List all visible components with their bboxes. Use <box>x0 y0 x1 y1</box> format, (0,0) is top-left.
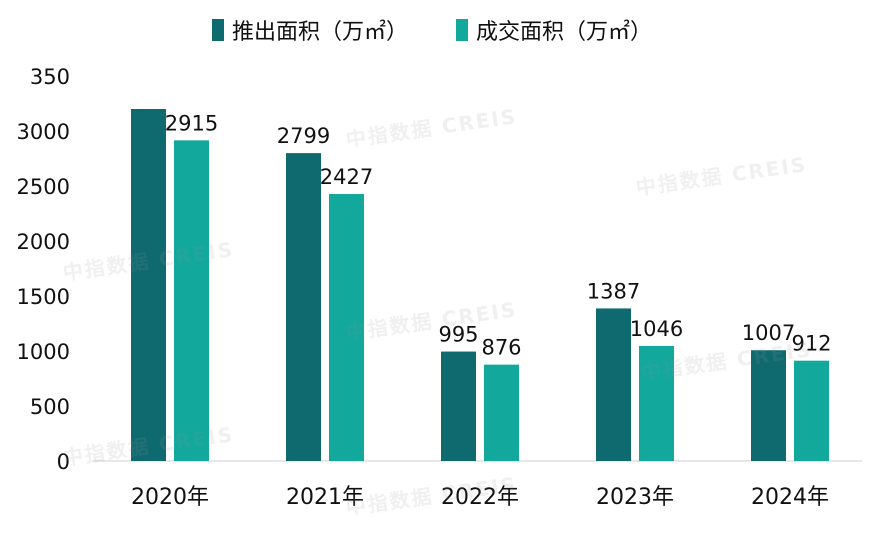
y-tick-label: 2000 <box>17 230 70 254</box>
data-label-series-1: 1007 <box>742 321 795 345</box>
legend-item-series-1: 推出面积（万㎡） <box>212 14 408 46</box>
bar-series-1 <box>751 350 786 461</box>
data-label-series-1: 2799 <box>277 124 330 148</box>
legend: 推出面积（万㎡） 成交面积（万㎡） <box>212 14 652 46</box>
legend-swatch-series-1 <box>212 19 224 41</box>
bar-series-2 <box>484 364 519 461</box>
y-tick-label: 1000 <box>17 340 70 364</box>
y-tick-label: 1500 <box>17 285 70 309</box>
x-tick-label: 2024年 <box>751 485 829 510</box>
bar-series-2 <box>794 360 829 461</box>
bar-series-1 <box>441 351 476 461</box>
y-tick-label: 2500 <box>17 175 70 199</box>
bar-series-2 <box>639 345 674 461</box>
x-tick-label: 2023年 <box>596 485 674 510</box>
legend-swatch-series-2 <box>456 19 469 41</box>
legend-label-series-2: 成交面积（万㎡） <box>476 20 653 45</box>
bar-series-1 <box>131 109 166 461</box>
data-label-series-2: 2427 <box>320 165 373 189</box>
data-label-series-2: 912 <box>791 332 831 356</box>
data-label-series-2: 2915 <box>165 111 218 135</box>
x-tick-label: 2020年 <box>131 485 209 510</box>
data-label-series-1: 1387 <box>587 279 640 303</box>
bar-series-1 <box>596 308 631 461</box>
bar-series-1 <box>286 153 321 462</box>
bar-series-2 <box>329 194 364 461</box>
y-tick-label: 3000 <box>17 120 70 144</box>
bar-series-2 <box>174 140 209 461</box>
y-tick-label: 0 <box>57 450 70 474</box>
x-tick-label: 2021年 <box>286 485 364 510</box>
y-tick-label: 500 <box>30 395 70 419</box>
y-tick-label: 350 <box>30 65 70 89</box>
data-label-series-2: 876 <box>481 336 521 360</box>
x-tick-label: 2022年 <box>441 485 519 510</box>
legend-label-series-1: 推出面积（万㎡） <box>232 20 409 45</box>
data-label-series-1: 995 <box>438 323 478 347</box>
data-label-series-2: 1046 <box>630 317 683 341</box>
legend-item-series-2: 成交面积（万㎡） <box>456 14 652 46</box>
